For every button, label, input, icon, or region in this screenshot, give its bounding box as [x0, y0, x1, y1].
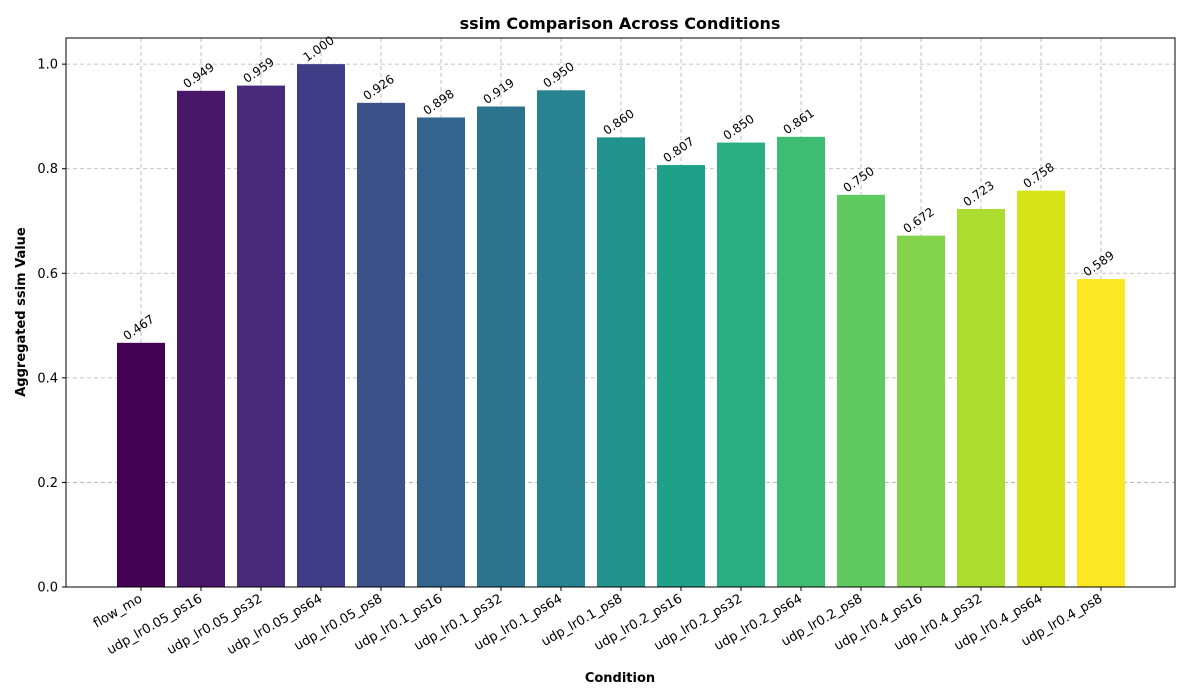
bar	[837, 194, 885, 587]
bar-value-label: 0.861	[781, 106, 817, 137]
bar	[117, 342, 165, 587]
bar-value-label: 0.860	[601, 106, 637, 137]
bars-group	[117, 64, 1125, 588]
y-tick-label: 0.6	[37, 267, 58, 282]
bar-value-label: 0.589	[1081, 248, 1117, 279]
bar-value-label: 0.949	[181, 60, 217, 91]
bar-value-label: 0.926	[361, 72, 397, 103]
bar-value-label: 0.959	[241, 55, 277, 86]
bar-value-label: 0.919	[481, 76, 517, 107]
y-tick-label: 1.0	[37, 58, 58, 73]
chart-title: ssim Comparison Across Conditions	[460, 14, 781, 33]
bar	[1017, 190, 1065, 587]
bar	[537, 90, 585, 588]
bar-value-label: 0.758	[1021, 160, 1057, 191]
bar-value-label: 0.672	[901, 205, 937, 236]
bar	[777, 136, 825, 587]
bar	[657, 165, 705, 587]
bar	[417, 117, 465, 587]
bar	[237, 85, 285, 587]
y-tick-label: 0.8	[37, 162, 58, 177]
bar	[177, 90, 225, 588]
y-axis-label: Aggregated ssim Value	[14, 227, 29, 397]
bar-value-label: 0.898	[421, 87, 457, 118]
bar	[597, 137, 645, 588]
x-axis-label: Condition	[585, 671, 655, 686]
y-tick-label: 0.2	[37, 476, 58, 491]
bar	[1077, 279, 1125, 587]
bar-value-label: 0.850	[721, 112, 757, 143]
bar	[717, 142, 765, 588]
y-tick-label: 0.0	[37, 581, 58, 596]
bar-value-label: 0.807	[661, 134, 697, 165]
bar	[357, 102, 405, 587]
bar	[897, 235, 945, 587]
bar	[477, 106, 525, 587]
y-tick-label: 0.4	[37, 371, 58, 386]
bar-value-label: 0.723	[961, 178, 997, 209]
x-axis: flow_moudp_lr0.05_ps16udp_lr0.05_ps32udp…	[91, 587, 1105, 658]
y-axis: 0.0 0.2 0.4 0.6 0.8 1.0	[37, 58, 66, 596]
bar	[957, 208, 1005, 587]
bar	[297, 64, 345, 587]
bar-value-label: 0.467	[121, 312, 157, 343]
